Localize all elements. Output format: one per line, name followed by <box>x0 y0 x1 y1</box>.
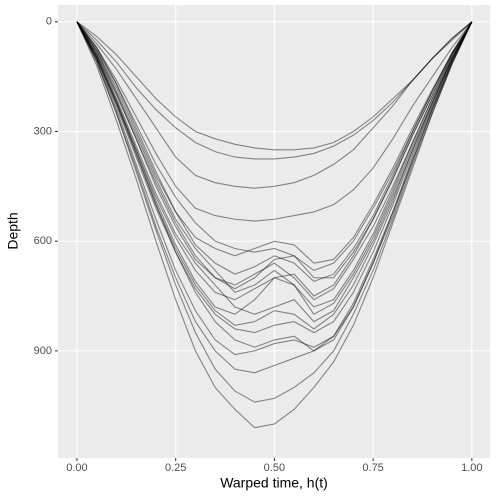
x-tick-label: 0.50 <box>264 462 285 474</box>
data-line <box>76 21 473 189</box>
data-line <box>76 21 473 352</box>
data-line <box>76 21 473 315</box>
data-line <box>76 21 473 301</box>
x-tick-label: 0.75 <box>362 462 383 474</box>
data-line <box>76 21 473 222</box>
x-tick-label: 0.00 <box>66 462 87 474</box>
data-line <box>76 21 473 301</box>
data-line <box>76 21 473 160</box>
y-tick-label: 0 <box>46 16 52 28</box>
x-tick-label: 1.00 <box>461 462 482 474</box>
data-line <box>76 21 473 316</box>
data-line <box>76 21 473 272</box>
data-line <box>76 21 473 323</box>
data-line <box>76 21 473 429</box>
data-line <box>76 21 473 283</box>
data-line <box>76 21 473 290</box>
data-line <box>76 21 473 330</box>
y-tick-label: 600 <box>34 235 52 247</box>
data-line <box>76 21 473 374</box>
data-line <box>76 21 473 264</box>
data-line <box>76 21 473 403</box>
y-tick-label: 900 <box>34 345 52 357</box>
y-tick-label: 300 <box>34 125 52 137</box>
y-axis-title: Depth <box>5 212 21 249</box>
data-line <box>76 21 473 356</box>
data-line <box>76 21 473 334</box>
x-axis-title: Warped time, h(t) <box>220 475 328 491</box>
data-line <box>76 21 473 151</box>
x-tick-label: 0.25 <box>165 462 186 474</box>
